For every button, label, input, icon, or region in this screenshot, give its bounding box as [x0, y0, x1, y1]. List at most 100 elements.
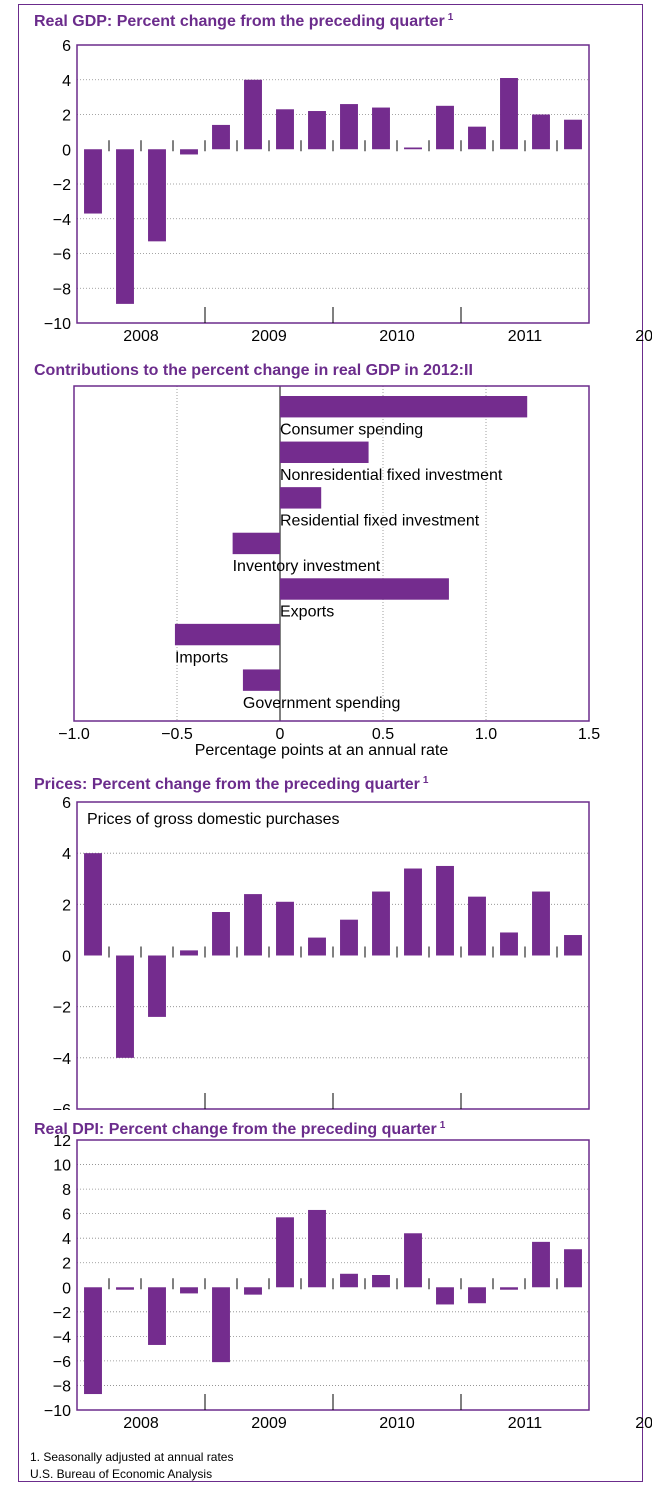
contributions-chart: Contributions to the percent change in r…	[34, 362, 600, 759]
plot-frame	[73, 385, 590, 722]
bar	[564, 935, 582, 956]
y-tick-label: −6	[53, 1354, 71, 1371]
x-year-label: 2010	[379, 328, 415, 345]
source-note: U.S. Bureau of Economic Analysis	[30, 1467, 213, 1481]
bar	[436, 865, 454, 956]
y-tick-label: −8	[53, 281, 71, 298]
y-tick-label: 4	[62, 846, 71, 863]
y-tick-label: −2	[53, 1305, 71, 1322]
bar	[84, 853, 102, 956]
y-tick-label: 6	[62, 1207, 71, 1224]
bar	[340, 919, 358, 956]
bar	[116, 149, 134, 304]
bar	[84, 1287, 102, 1395]
bar	[84, 149, 102, 214]
bar	[212, 1287, 230, 1363]
title-footnote-marker: 1	[440, 1120, 446, 1131]
x-year-label: 2012	[635, 1415, 652, 1430]
y-tick-label: 2	[62, 897, 71, 914]
y-tick-label: −8	[53, 1378, 71, 1395]
y-tick-label: 0	[62, 949, 71, 966]
y-tick-label: 2	[62, 108, 71, 125]
bar	[276, 109, 294, 150]
x-year-label: 2010	[379, 1415, 415, 1430]
bar	[404, 147, 422, 150]
bar	[436, 1287, 454, 1305]
bar	[280, 487, 322, 509]
bar	[244, 894, 262, 956]
x-year-label: 2012	[635, 328, 652, 345]
bar-category-label: Exports	[280, 604, 334, 621]
prices-chart: Prices: Percent change from the precedin…	[34, 775, 590, 1110]
bar	[340, 1273, 358, 1288]
bar	[242, 669, 280, 691]
bar	[404, 868, 422, 956]
real-gdp-chart: Real GDP: Percent change from the preced…	[34, 12, 652, 345]
y-tick-label: 0	[62, 142, 71, 159]
chart-title: Real DPI: Percent change from the preced…	[34, 1120, 446, 1138]
plot-frame	[76, 1139, 590, 1411]
y-tick-label: 4	[62, 73, 71, 90]
y-tick-label: −2	[53, 177, 71, 194]
y-tick-label: −6	[53, 1102, 71, 1110]
bar	[148, 955, 166, 1017]
chart-title: Prices: Percent change from the precedin…	[34, 775, 429, 793]
x-year-label: 2009	[251, 1415, 287, 1430]
chart-title-text: Contributions to the percent change in r…	[34, 362, 473, 379]
bar	[276, 1217, 294, 1288]
bar	[468, 896, 486, 956]
y-tick-label: 4	[62, 1231, 71, 1248]
bar	[180, 1287, 198, 1294]
bar	[174, 623, 280, 646]
chart-title-text: Real DPI: Percent change from the preced…	[34, 1121, 437, 1138]
y-tick-label: 6	[62, 795, 71, 812]
bar	[564, 119, 582, 150]
bar	[468, 1287, 486, 1304]
bar	[180, 149, 198, 155]
y-tick-label: −4	[53, 1051, 71, 1068]
bar	[500, 1287, 518, 1290]
bar	[244, 79, 262, 150]
bar	[148, 1287, 166, 1345]
bar	[532, 1241, 550, 1288]
bar	[212, 912, 230, 956]
y-tick-label: 12	[53, 1133, 71, 1150]
y-tick-label: 2	[62, 1256, 71, 1273]
bar	[116, 955, 134, 1058]
y-tick-label: −2	[53, 1000, 71, 1017]
y-tick-label: −10	[44, 1403, 71, 1420]
y-tick-label: −4	[53, 1329, 71, 1346]
x-tick-label: 1.0	[475, 726, 497, 743]
outer-frame	[18, 4, 643, 1482]
x-tick-label: 1.5	[578, 726, 600, 743]
bar	[244, 1287, 262, 1295]
bar	[372, 891, 390, 956]
x-year-label: 2011	[508, 1415, 543, 1430]
bar	[308, 111, 326, 150]
y-tick-label: 0	[62, 1280, 71, 1297]
bar	[404, 1233, 422, 1288]
bar	[564, 1249, 582, 1288]
bar	[232, 532, 280, 555]
bar	[308, 937, 326, 956]
chart-title: Real GDP: Percent change from the preced…	[34, 12, 454, 30]
bar	[532, 114, 550, 150]
x-tick-label: −0.5	[161, 726, 193, 743]
bar	[280, 578, 449, 600]
chart-title-text: Prices: Percent change from the precedin…	[34, 776, 420, 793]
bar-category-label: Inventory investment	[233, 558, 381, 575]
bar	[308, 1209, 326, 1288]
bar	[468, 126, 486, 150]
x-tick-label: 0.5	[372, 726, 394, 743]
bar	[148, 149, 166, 242]
chart-subtitle: Prices of gross domestic purchases	[87, 811, 340, 828]
bar	[340, 104, 358, 150]
bar-category-label: Consumer spending	[280, 421, 423, 438]
bar	[436, 105, 454, 150]
y-tick-label: 8	[62, 1182, 71, 1199]
bar	[276, 901, 294, 956]
x-tick-label: 0	[276, 726, 285, 743]
y-tick-label: 10	[53, 1158, 71, 1175]
x-axis-title: Percentage points at an annual rate	[195, 742, 449, 759]
